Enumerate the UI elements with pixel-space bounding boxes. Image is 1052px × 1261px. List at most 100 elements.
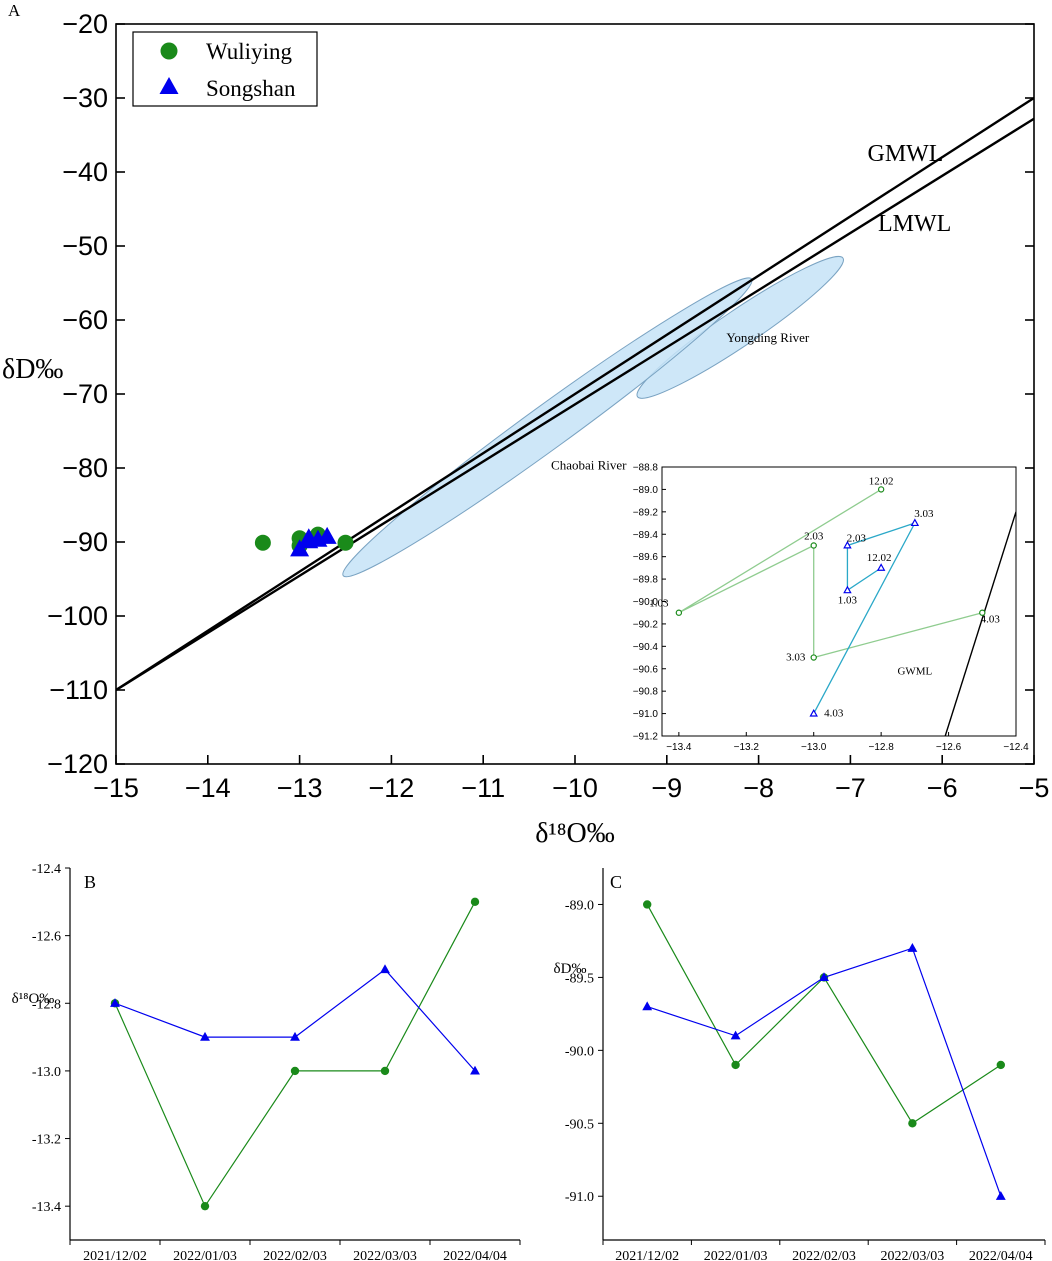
data-point-wuliying xyxy=(731,1060,740,1070)
data-point-songshan xyxy=(200,1031,210,1041)
data-point-wuliying xyxy=(996,1060,1005,1070)
data-point-songshan xyxy=(995,1191,1006,1200)
inset-point-wuliying xyxy=(979,609,986,616)
x-tick-label: −7 xyxy=(835,773,866,803)
data-point-songshan xyxy=(290,1031,300,1041)
x-tick-label: −13 xyxy=(277,773,323,803)
x-tick-label: 2021/12/02 xyxy=(615,1249,679,1261)
inset-x-tick-label: −13.2 xyxy=(734,742,760,753)
y-tick-label: -12.6 xyxy=(32,930,61,945)
data-point-songshan xyxy=(317,526,337,544)
legend-marker-wuliying xyxy=(160,42,178,60)
y-axis-label: δD‰ xyxy=(2,354,63,385)
inset-point-label: 1.03 xyxy=(649,598,669,610)
inset-point-songshan xyxy=(843,585,852,594)
inset-y-tick-label: −90.6 xyxy=(633,664,659,675)
y-tick-label: −20 xyxy=(62,9,108,39)
region-label: Chaobai River xyxy=(551,457,627,472)
plot-area xyxy=(116,96,1034,692)
inset-x-tick-label: −12.4 xyxy=(1003,742,1029,753)
y-tick-label: -12.8 xyxy=(32,997,61,1012)
inset-point-wuliying xyxy=(810,542,817,549)
y-tick-label: −30 xyxy=(62,83,108,113)
inset-y-tick-label: −90.8 xyxy=(633,687,659,698)
x-tick-label: −10 xyxy=(552,773,598,803)
inset-point-wuliying xyxy=(877,486,885,493)
x-tick-label: −12 xyxy=(368,773,414,803)
inset-y-tick-label: −90.2 xyxy=(633,619,659,630)
x-tick-label: 2022/01/03 xyxy=(173,1249,237,1261)
x-tick-label: 2022/03/03 xyxy=(881,1249,945,1261)
x-tick-label: −14 xyxy=(185,773,231,803)
x-tick-label: 2022/02/03 xyxy=(263,1249,327,1261)
inset: GWML 12.02 1.03 2.03 3.03 4.03 12.02 1.03 2.03 3.… xyxy=(633,463,1029,754)
data-point-songshan xyxy=(907,943,918,952)
y-tick-label: -89.0 xyxy=(565,898,594,913)
inset-x-tick-label: −12.6 xyxy=(936,742,962,753)
legend-marker-songshan xyxy=(159,77,179,94)
inset-y-tick-label: −89.4 xyxy=(633,530,659,541)
data-point-songshan xyxy=(819,972,829,982)
y-tick-label: -91.0 xyxy=(565,1190,594,1205)
data-point-songshan xyxy=(299,528,319,546)
y-tick-label: -13.0 xyxy=(32,1065,61,1080)
series-line-songshan xyxy=(114,968,476,1072)
region-ellipse xyxy=(636,256,844,399)
inset-y-tick-label: −89.6 xyxy=(633,552,659,563)
inset-y-tick-label: −91.2 xyxy=(633,732,659,743)
y-tick-label: −50 xyxy=(62,231,108,261)
inset-gwml-label: GWML xyxy=(897,665,932,677)
inset-y-tick-label: −89.2 xyxy=(633,507,659,518)
y-tick-label: −70 xyxy=(62,379,108,409)
inset-y-tick-label: −88.8 xyxy=(633,463,659,474)
x-tick-label: 2022/02/03 xyxy=(792,1249,856,1261)
y-tick-label: −100 xyxy=(47,601,108,631)
inset-point-label: 3.03 xyxy=(914,508,934,520)
inset-point-wuliying xyxy=(675,609,683,616)
data-point-wuliying xyxy=(643,900,652,909)
data-point-songshan xyxy=(470,1065,480,1075)
y-tick-label: −120 xyxy=(47,749,108,779)
x-tick-label: −8 xyxy=(743,773,774,803)
x-tick-label: −15 xyxy=(93,773,139,803)
panel-letter: C xyxy=(610,872,622,892)
legend: Wuliying Songshan xyxy=(132,31,318,107)
water-line xyxy=(116,96,1034,692)
inset-point-label: 4.03 xyxy=(824,708,844,720)
inset-point-label: 2.03 xyxy=(804,530,824,542)
inset-point-songshan xyxy=(843,540,852,549)
line-label: GMWL xyxy=(867,141,943,167)
series-line-wuliying xyxy=(114,901,476,1208)
y-tick-label: −90 xyxy=(62,527,108,557)
data-point-wuliying xyxy=(254,534,271,551)
y-axis-label: δD‰ xyxy=(554,961,587,977)
y-tick-label: −80 xyxy=(62,453,108,483)
data-point-wuliying xyxy=(337,534,354,551)
x-tick-label: 2022/04/04 xyxy=(969,1249,1033,1261)
series-line-songshan xyxy=(647,947,1002,1197)
inset-point-songshan xyxy=(910,518,920,527)
inset-y-tick-label: −91.0 xyxy=(633,709,659,720)
inset-y-tick-label: −90.4 xyxy=(633,642,659,653)
inset-x-tick-label: −13.0 xyxy=(801,742,827,753)
inset-point-label: 4.03 xyxy=(981,614,1001,626)
inset-x-tick-label: −13.4 xyxy=(666,742,692,753)
y-tick-label: -90.0 xyxy=(565,1044,594,1059)
x-tick-label: 2022/03/03 xyxy=(353,1249,417,1261)
legend-label-wuliying: Wuliying xyxy=(206,39,292,64)
data-point-wuliying xyxy=(470,897,480,907)
region-label: Yongding River xyxy=(726,330,810,345)
x-tick-label: −5 xyxy=(1019,773,1050,803)
y-tick-label: -13.2 xyxy=(32,1133,61,1148)
water-line xyxy=(116,117,1034,692)
x-axis-label: δ¹⁸O‰ xyxy=(535,818,615,849)
y-tick-label: −40 xyxy=(62,157,108,187)
panel-letter: B xyxy=(84,872,96,892)
inset-point-label: 12.02 xyxy=(867,552,892,564)
x-tick-label: 2021/12/02 xyxy=(83,1249,147,1261)
x-tick-label: 2022/04/04 xyxy=(443,1249,507,1261)
x-tick-label: −9 xyxy=(651,773,682,803)
data-point-wuliying xyxy=(908,1119,917,1128)
data-point-songshan xyxy=(380,964,390,974)
